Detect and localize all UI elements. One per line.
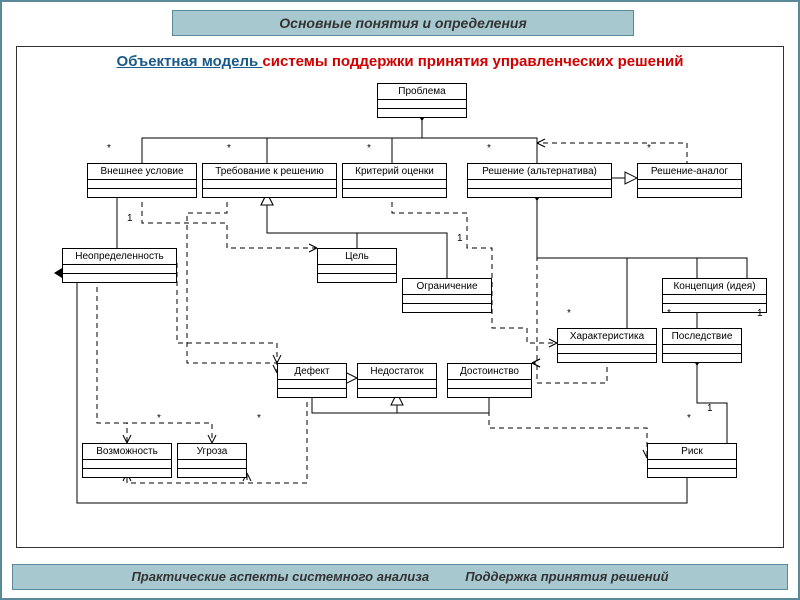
multiplicity-label: * <box>157 413 161 424</box>
multiplicity-label: * <box>227 143 231 154</box>
class-trebovanie: Требование к решению <box>202 163 337 198</box>
multiplicity-label: * <box>687 413 691 424</box>
title-underlined: Объектная модель <box>117 53 263 70</box>
class-defekt: Дефект <box>277 363 347 398</box>
slide: Основные понятия и определения Объектная… <box>0 0 800 600</box>
multiplicity-label: 1 <box>127 213 133 224</box>
class-problema: Проблема <box>377 83 467 118</box>
multiplicity-label: * <box>567 308 571 319</box>
class-posled: Последствие <box>662 328 742 363</box>
title-red: системы поддержки принятия управленчески… <box>262 53 683 70</box>
header-banner: Основные понятия и определения <box>172 10 634 36</box>
class-reshenie: Решение (альтернатива) <box>467 163 612 198</box>
class-ugroza: Угроза <box>177 443 247 478</box>
multiplicity-label: * <box>667 308 671 319</box>
class-dost: Достоинство <box>447 363 532 398</box>
multiplicity-label: * <box>487 143 491 154</box>
class-analog: Решение-аналог <box>637 163 742 198</box>
footer-right: Поддержка принятия решений <box>465 569 668 584</box>
content-frame: Объектная модель системы поддержки приня… <box>16 46 784 548</box>
multiplicity-label: * <box>367 143 371 154</box>
class-vneshnee: Внешнее условие <box>87 163 197 198</box>
multiplicity-label: 1 <box>457 233 463 244</box>
slide-title: Объектная модель системы поддержки приня… <box>17 53 783 70</box>
class-harak: Характеристика <box>557 328 657 363</box>
footer-left: Практические аспекты системного анализа <box>131 569 429 584</box>
footer-banner: Практические аспекты системного анализа … <box>12 564 788 590</box>
uml-diagram: Проблема Внешнее условиеТребование к реше… <box>27 83 773 537</box>
class-ogran: Ограничение <box>402 278 492 313</box>
multiplicity-label: * <box>647 143 651 154</box>
class-neopred: Неопределенность <box>62 248 177 283</box>
class-risk: Риск <box>647 443 737 478</box>
class-kriteriy: Критерий оценки <box>342 163 447 198</box>
multiplicity-label: * <box>257 413 261 424</box>
class-vozm: Возможность <box>82 443 172 478</box>
multiplicity-label: 1 <box>707 403 713 414</box>
multiplicity-label: 1 <box>757 308 763 319</box>
class-nedost: Недостаток <box>357 363 437 398</box>
class-cel: Цель <box>317 248 397 283</box>
class-konc: Концепция (идея) <box>662 278 767 313</box>
multiplicity-label: * <box>107 143 111 154</box>
